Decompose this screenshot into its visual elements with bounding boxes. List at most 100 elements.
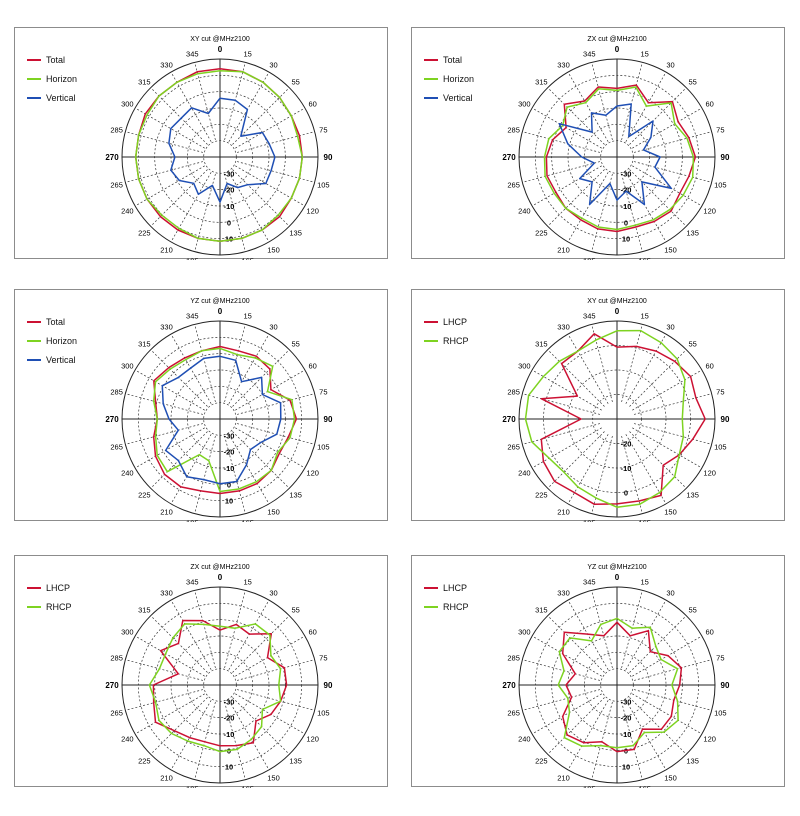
grid-spoke bbox=[632, 165, 703, 207]
angle-label: 30 bbox=[666, 588, 674, 597]
angle-label: 330 bbox=[557, 322, 570, 331]
angle-label: 345 bbox=[583, 312, 596, 321]
series-trace-lhcp bbox=[152, 619, 288, 747]
grid-spoke bbox=[134, 693, 205, 735]
angle-label: 195 bbox=[186, 256, 199, 260]
angle-label: 120 bbox=[306, 207, 319, 216]
angle-label: 315 bbox=[535, 339, 548, 348]
angle-label: 270 bbox=[502, 153, 516, 162]
grid-spoke bbox=[134, 107, 205, 149]
polar-chart-zx-cut-1: ZX cut @MHz2100 0 15 30 55 60 75 90 105 120 135 150… bbox=[411, 27, 785, 260]
angle-label: 315 bbox=[535, 605, 548, 614]
radial-tick-label: -20 bbox=[621, 714, 632, 723]
grid-spoke bbox=[235, 107, 306, 149]
angle-label: 0 bbox=[218, 307, 223, 316]
grid-spoke bbox=[591, 701, 613, 780]
grid-spoke bbox=[621, 62, 643, 141]
angle-label: 345 bbox=[186, 578, 199, 587]
polar-chart-zx-cut-2: ZX cut @MHz2100 0 15 30 55 60 75 90 105 120 135 150… bbox=[14, 555, 388, 788]
grid-spoke bbox=[567, 333, 609, 404]
grid-spoke bbox=[125, 161, 204, 183]
angle-label: 165 bbox=[241, 518, 254, 522]
grid-spoke bbox=[629, 349, 687, 407]
grid-spoke bbox=[547, 697, 605, 755]
angle-label: 60 bbox=[308, 100, 316, 109]
grid-spoke bbox=[547, 87, 605, 145]
angle-label: 90 bbox=[324, 415, 333, 424]
polar-svg-zx-cut-1: ZX cut @MHz2100 0 15 30 55 60 75 90 105 120 135 150… bbox=[424, 36, 730, 260]
grid-spoke bbox=[632, 427, 703, 469]
angle-label: 60 bbox=[705, 100, 713, 109]
angle-label: 55 bbox=[688, 339, 696, 348]
series-trace-vertical bbox=[161, 355, 282, 485]
angle-label: 75 bbox=[319, 125, 327, 134]
grid-spoke bbox=[591, 435, 613, 514]
polar-svg-xy-cut-2: XY cut @MHz2100 0 15 30 55 60 75 90 105 120 135 150… bbox=[424, 298, 730, 522]
angle-label: 285 bbox=[110, 387, 123, 396]
angle-label: 300 bbox=[121, 100, 134, 109]
angle-label: 225 bbox=[138, 491, 151, 500]
legend-entry: Vertical bbox=[443, 93, 473, 103]
grid-spoke bbox=[522, 689, 601, 711]
angle-label: 55 bbox=[688, 605, 696, 614]
grid-spoke bbox=[235, 369, 306, 411]
grid-spoke bbox=[531, 635, 602, 677]
polar-svg-zx-cut-2: ZX cut @MHz2100 0 15 30 55 60 75 90 105 120 135 150… bbox=[27, 564, 333, 788]
legend-entry: Horizon bbox=[46, 336, 77, 346]
angle-label: 225 bbox=[138, 757, 151, 766]
angle-label: 265 bbox=[110, 443, 123, 452]
grid-spoke bbox=[125, 689, 204, 711]
angle-label: 210 bbox=[160, 774, 173, 783]
angle-label: 75 bbox=[716, 387, 724, 396]
angle-label: 165 bbox=[241, 784, 254, 788]
angle-label: 60 bbox=[705, 628, 713, 637]
angle-label: 120 bbox=[703, 207, 716, 216]
angle-label: 90 bbox=[721, 415, 730, 424]
angle-label: 105 bbox=[317, 443, 330, 452]
angle-label: 195 bbox=[186, 518, 199, 522]
legend-entry: RHCP bbox=[443, 602, 469, 612]
grid-spoke bbox=[224, 701, 246, 780]
angle-label: 15 bbox=[244, 50, 252, 59]
angle-label: 90 bbox=[721, 153, 730, 162]
angle-label: 60 bbox=[308, 362, 316, 371]
angle-label: 150 bbox=[664, 246, 677, 255]
angle-label: 55 bbox=[291, 339, 299, 348]
angle-label: 0 bbox=[615, 307, 620, 316]
grid-spoke bbox=[633, 161, 712, 183]
angle-label: 270 bbox=[105, 415, 119, 424]
angle-label: 225 bbox=[138, 229, 151, 238]
chart-title: YZ cut @MHz2100 bbox=[587, 564, 646, 571]
angle-label: 135 bbox=[289, 757, 302, 766]
grid-spoke bbox=[194, 173, 216, 252]
angle-label: 75 bbox=[716, 653, 724, 662]
angle-label: 90 bbox=[324, 153, 333, 162]
grid-spoke bbox=[621, 173, 643, 252]
series-trace-rhcp bbox=[148, 623, 282, 753]
grid-spoke bbox=[194, 62, 216, 141]
chart-title: XY cut @MHz2100 bbox=[587, 298, 647, 305]
angle-label: 75 bbox=[319, 387, 327, 396]
angle-label: 105 bbox=[714, 181, 727, 190]
angle-label: 240 bbox=[121, 469, 134, 478]
angle-label: 345 bbox=[186, 50, 199, 59]
grid-spoke bbox=[224, 324, 246, 403]
radial-tick-label: -30 bbox=[224, 431, 235, 440]
angle-label: 165 bbox=[638, 256, 651, 260]
grid-spoke bbox=[522, 131, 601, 153]
angle-label: 30 bbox=[269, 588, 277, 597]
grid-spoke bbox=[629, 431, 687, 489]
angle-label: 270 bbox=[502, 681, 516, 690]
grid-spoke bbox=[629, 169, 687, 227]
grid-spoke bbox=[134, 635, 205, 677]
angle-label: 30 bbox=[666, 60, 674, 69]
grid-spoke bbox=[134, 427, 205, 469]
polar-chart-xy-cut-1: XY cut @MHz2100 0 15 30 55 60 75 90 105 120 135 150… bbox=[14, 27, 388, 260]
angle-label: 75 bbox=[716, 125, 724, 134]
grid-spoke bbox=[567, 434, 609, 505]
grid-spoke bbox=[629, 615, 687, 673]
radial-tick-label: 0 bbox=[227, 480, 231, 489]
polar-chart-yz-cut-1: YZ cut @MHz2100 0 15 30 55 60 75 90 105 120 135 150… bbox=[14, 289, 388, 522]
grid-spoke bbox=[531, 427, 602, 469]
radial-tick-label: 10 bbox=[225, 497, 233, 506]
